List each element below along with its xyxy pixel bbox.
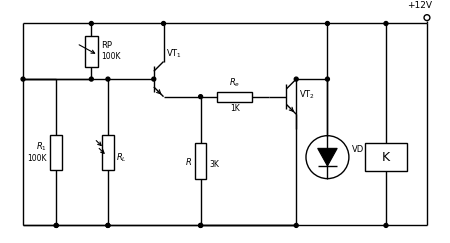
Circle shape [54,224,58,227]
Text: 100K: 100K [101,52,121,61]
Bar [102,135,114,170]
Circle shape [294,224,298,227]
Text: VT$_1$: VT$_1$ [166,47,183,60]
Text: +12V: +12V [407,1,432,10]
Polygon shape [318,148,337,166]
Bar [50,135,62,170]
Circle shape [294,77,298,81]
Bar [364,143,407,171]
Circle shape [384,22,388,26]
Text: VT$_2$: VT$_2$ [299,88,315,101]
Text: $R_1$: $R_1$ [36,140,46,153]
Text: 3K: 3K [209,160,219,169]
Circle shape [198,224,202,227]
Circle shape [54,224,58,227]
Text: K: K [382,151,390,164]
Bar [195,143,207,179]
Text: $R_e$: $R_e$ [229,76,240,89]
Circle shape [162,22,166,26]
Circle shape [106,224,110,227]
Text: RP: RP [101,41,112,50]
Text: 1K: 1K [230,104,240,113]
Text: $R$: $R$ [185,156,192,166]
Text: 100K: 100K [27,154,46,163]
Circle shape [325,77,329,81]
Circle shape [198,224,202,227]
Text: VD: VD [352,145,364,154]
Circle shape [325,22,329,26]
Circle shape [21,77,25,81]
Circle shape [198,95,202,99]
Bar [217,92,252,102]
Circle shape [106,224,110,227]
Circle shape [90,77,93,81]
Circle shape [106,77,110,81]
Bar [85,36,98,67]
Circle shape [152,77,156,81]
Text: $R_L$: $R_L$ [116,152,126,164]
Circle shape [90,22,93,26]
Circle shape [384,224,388,227]
